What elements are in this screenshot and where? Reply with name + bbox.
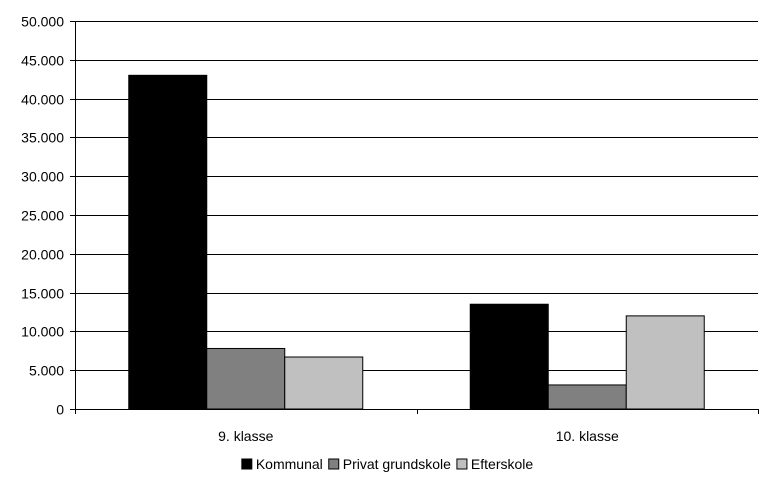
legend: Kommunal Privat grundskole Efterskole [241,456,533,472]
legend-item: Privat grundskole [328,456,451,472]
y-tick-label: 15.000 [21,286,64,302]
x-tick-label: 9. klasse [218,428,273,444]
y-tick-label: 50.000 [21,14,64,30]
legend-swatch [328,458,340,470]
legend-label: Kommunal [256,456,323,472]
axes [70,21,759,414]
y-tick-label: 30.000 [21,169,64,185]
y-axis-ticks: 0 5.000 10.000 15.000 20.000 25.000 30.000 35.0… [21,14,64,418]
y-tick-label: 35.000 [21,130,64,146]
x-tick-label: 10. klasse [556,428,619,444]
y-tick-label: 5.000 [29,363,64,379]
legend-label: Efterskole [471,456,533,472]
y-tick-label: 10.000 [21,324,64,340]
y-tick-label: 45.000 [21,53,64,69]
legend-item: Efterskole [456,456,533,472]
y-tick-label: 0 [56,402,64,418]
y-tick-label: 40.000 [21,92,64,108]
bar-privat-grundskole-2 [547,384,627,410]
bar-privat-grundskole-1 [206,347,286,410]
legend-label: Privat grundskole [343,456,451,472]
bar-efterskole-2 [625,315,705,410]
bars [128,74,705,410]
bar-kommunal-1 [128,74,208,410]
bar-kommunal-2 [469,303,549,410]
bar-efterskole-1 [284,356,364,410]
legend-swatch [456,458,468,470]
y-tick-label: 25.000 [21,208,64,224]
legend-item: Kommunal [241,456,323,472]
y-tick-label: 20.000 [21,247,64,263]
legend-swatch [241,458,253,470]
x-axis-ticks: 9. klasse 10. klasse [218,428,619,444]
